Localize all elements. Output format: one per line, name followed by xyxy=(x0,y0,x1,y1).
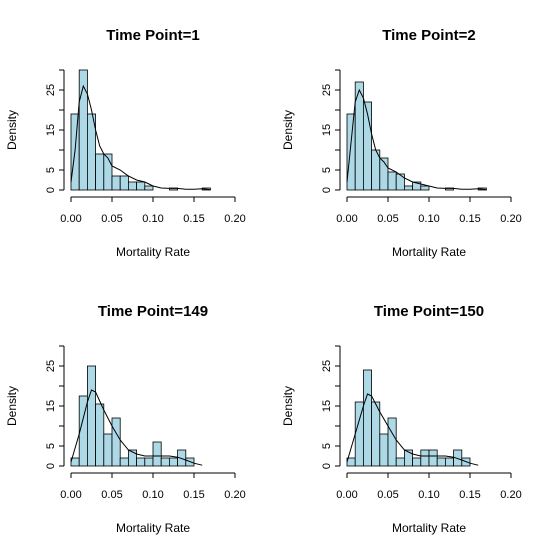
chart-title: Time Point=1 xyxy=(106,27,200,44)
x-tick-label: 0.00 xyxy=(60,213,81,225)
histogram-bar xyxy=(95,403,105,467)
x-tick-label: 0.20 xyxy=(500,213,521,225)
histogram-bar xyxy=(444,457,454,467)
histogram-bar xyxy=(103,433,113,467)
density-curve xyxy=(70,84,211,191)
x-tick-label: 0.00 xyxy=(336,213,357,225)
x-axis-label: Mortality Rate xyxy=(392,245,466,259)
y-axis-label: Density xyxy=(281,386,295,426)
y-tick-label: 15 xyxy=(321,124,333,136)
x-tick-label: 0.05 xyxy=(377,489,398,501)
y-tick-label: 0 xyxy=(45,187,57,193)
x-tick-label: 0.10 xyxy=(418,213,439,225)
histogram-bar xyxy=(119,457,129,467)
x-axis-label: Mortality Rate xyxy=(116,521,190,535)
histogram-bar xyxy=(379,433,389,467)
histogram-bar xyxy=(420,449,430,467)
y-tick-label: 15 xyxy=(321,400,333,412)
histogram-bar xyxy=(160,457,170,467)
chart-title: Time Point=150 xyxy=(374,303,484,320)
y-tick-label: 25 xyxy=(321,360,333,372)
histogram-bar xyxy=(144,457,154,467)
histogram-bar xyxy=(403,185,413,191)
histogram-bar xyxy=(119,175,129,191)
x-tick-label: 0.20 xyxy=(224,489,245,501)
x-tick-label: 0.05 xyxy=(377,213,398,225)
y-tick-label: 15 xyxy=(45,400,57,412)
histogram-bar xyxy=(387,171,397,191)
histogram-bar xyxy=(387,417,397,467)
histogram-bar xyxy=(371,401,381,467)
density-curve xyxy=(70,389,203,466)
y-tick-label: 5 xyxy=(45,443,57,449)
x-axis-label: Mortality Rate xyxy=(116,245,190,259)
y-tick-label: 0 xyxy=(321,187,333,193)
x-tick-label: 0.00 xyxy=(336,489,357,501)
histogram-bar xyxy=(103,153,113,191)
histogram-bar xyxy=(395,173,405,191)
histogram-bar xyxy=(362,369,372,467)
y-tick-label: 25 xyxy=(45,84,57,96)
histogram-bar xyxy=(144,185,154,191)
histogram-bar xyxy=(87,365,97,467)
x-tick-label: 0.15 xyxy=(459,213,480,225)
histogram-bar xyxy=(420,185,430,191)
x-tick-label: 0.10 xyxy=(142,489,163,501)
y-axis-label: Density xyxy=(5,110,19,150)
histogram-bar xyxy=(111,175,121,191)
y-axis-label: Density xyxy=(281,110,295,150)
x-tick-label: 0.05 xyxy=(101,213,122,225)
x-tick-label: 0.05 xyxy=(101,489,122,501)
y-axis-label: Density xyxy=(5,386,19,426)
histogram-bar xyxy=(136,457,146,467)
histogram-bar xyxy=(87,113,97,191)
y-tick-label: 0 xyxy=(45,463,57,469)
chart-title: Time Point=2 xyxy=(382,27,476,44)
x-tick-label: 0.20 xyxy=(224,213,245,225)
x-tick-label: 0.00 xyxy=(60,489,81,501)
y-tick-label: 5 xyxy=(321,443,333,449)
y-tick-label: 25 xyxy=(321,84,333,96)
y-tick-label: 5 xyxy=(45,167,57,173)
x-axis-label: Mortality Rate xyxy=(392,521,466,535)
y-tick-label: 25 xyxy=(45,360,57,372)
histogram-bar xyxy=(362,101,372,191)
x-tick-label: 0.15 xyxy=(183,213,204,225)
histogram-bar xyxy=(95,153,105,191)
histogram-bar xyxy=(395,457,405,467)
chart-title: Time Point=149 xyxy=(98,303,208,320)
y-tick-label: 5 xyxy=(321,167,333,173)
histogram-bar xyxy=(136,181,146,191)
histogram-bar xyxy=(428,449,438,467)
x-tick-label: 0.10 xyxy=(142,213,163,225)
chart-panel-3: Time Point=149 0.00 0.05 0.10 0.15 0.20 0 5 15 25… xyxy=(5,303,246,535)
density-curve xyxy=(346,393,479,466)
x-tick-label: 0.15 xyxy=(183,489,204,501)
x-tick-label: 0.15 xyxy=(459,489,480,501)
histogram-bar xyxy=(412,457,422,467)
y-tick-label: 0 xyxy=(321,463,333,469)
chart-panel-2: Time Point=2 0.00 0.05 0.10 0.15 0.20 0 5 15 25 Mo… xyxy=(281,27,522,259)
histogram-bar xyxy=(346,113,356,191)
histogram-bar xyxy=(436,457,446,467)
density-curve xyxy=(346,88,487,191)
histogram-bar xyxy=(152,441,162,467)
histogram-bar xyxy=(168,457,178,467)
chart-panel-4: Time Point=150 0.00 0.05 0.10 0.15 0.20 0 5 15 25… xyxy=(281,303,522,535)
y-tick-label: 15 xyxy=(45,124,57,136)
x-tick-label: 0.20 xyxy=(500,489,521,501)
chart-panel-1: Time Point=1 0.00 0.05 0.10 0.15 0.20 0 5 15 25 Mo… xyxy=(5,27,246,259)
histogram-bar xyxy=(127,181,137,191)
histogram-bar xyxy=(111,417,121,467)
x-tick-label: 0.10 xyxy=(418,489,439,501)
